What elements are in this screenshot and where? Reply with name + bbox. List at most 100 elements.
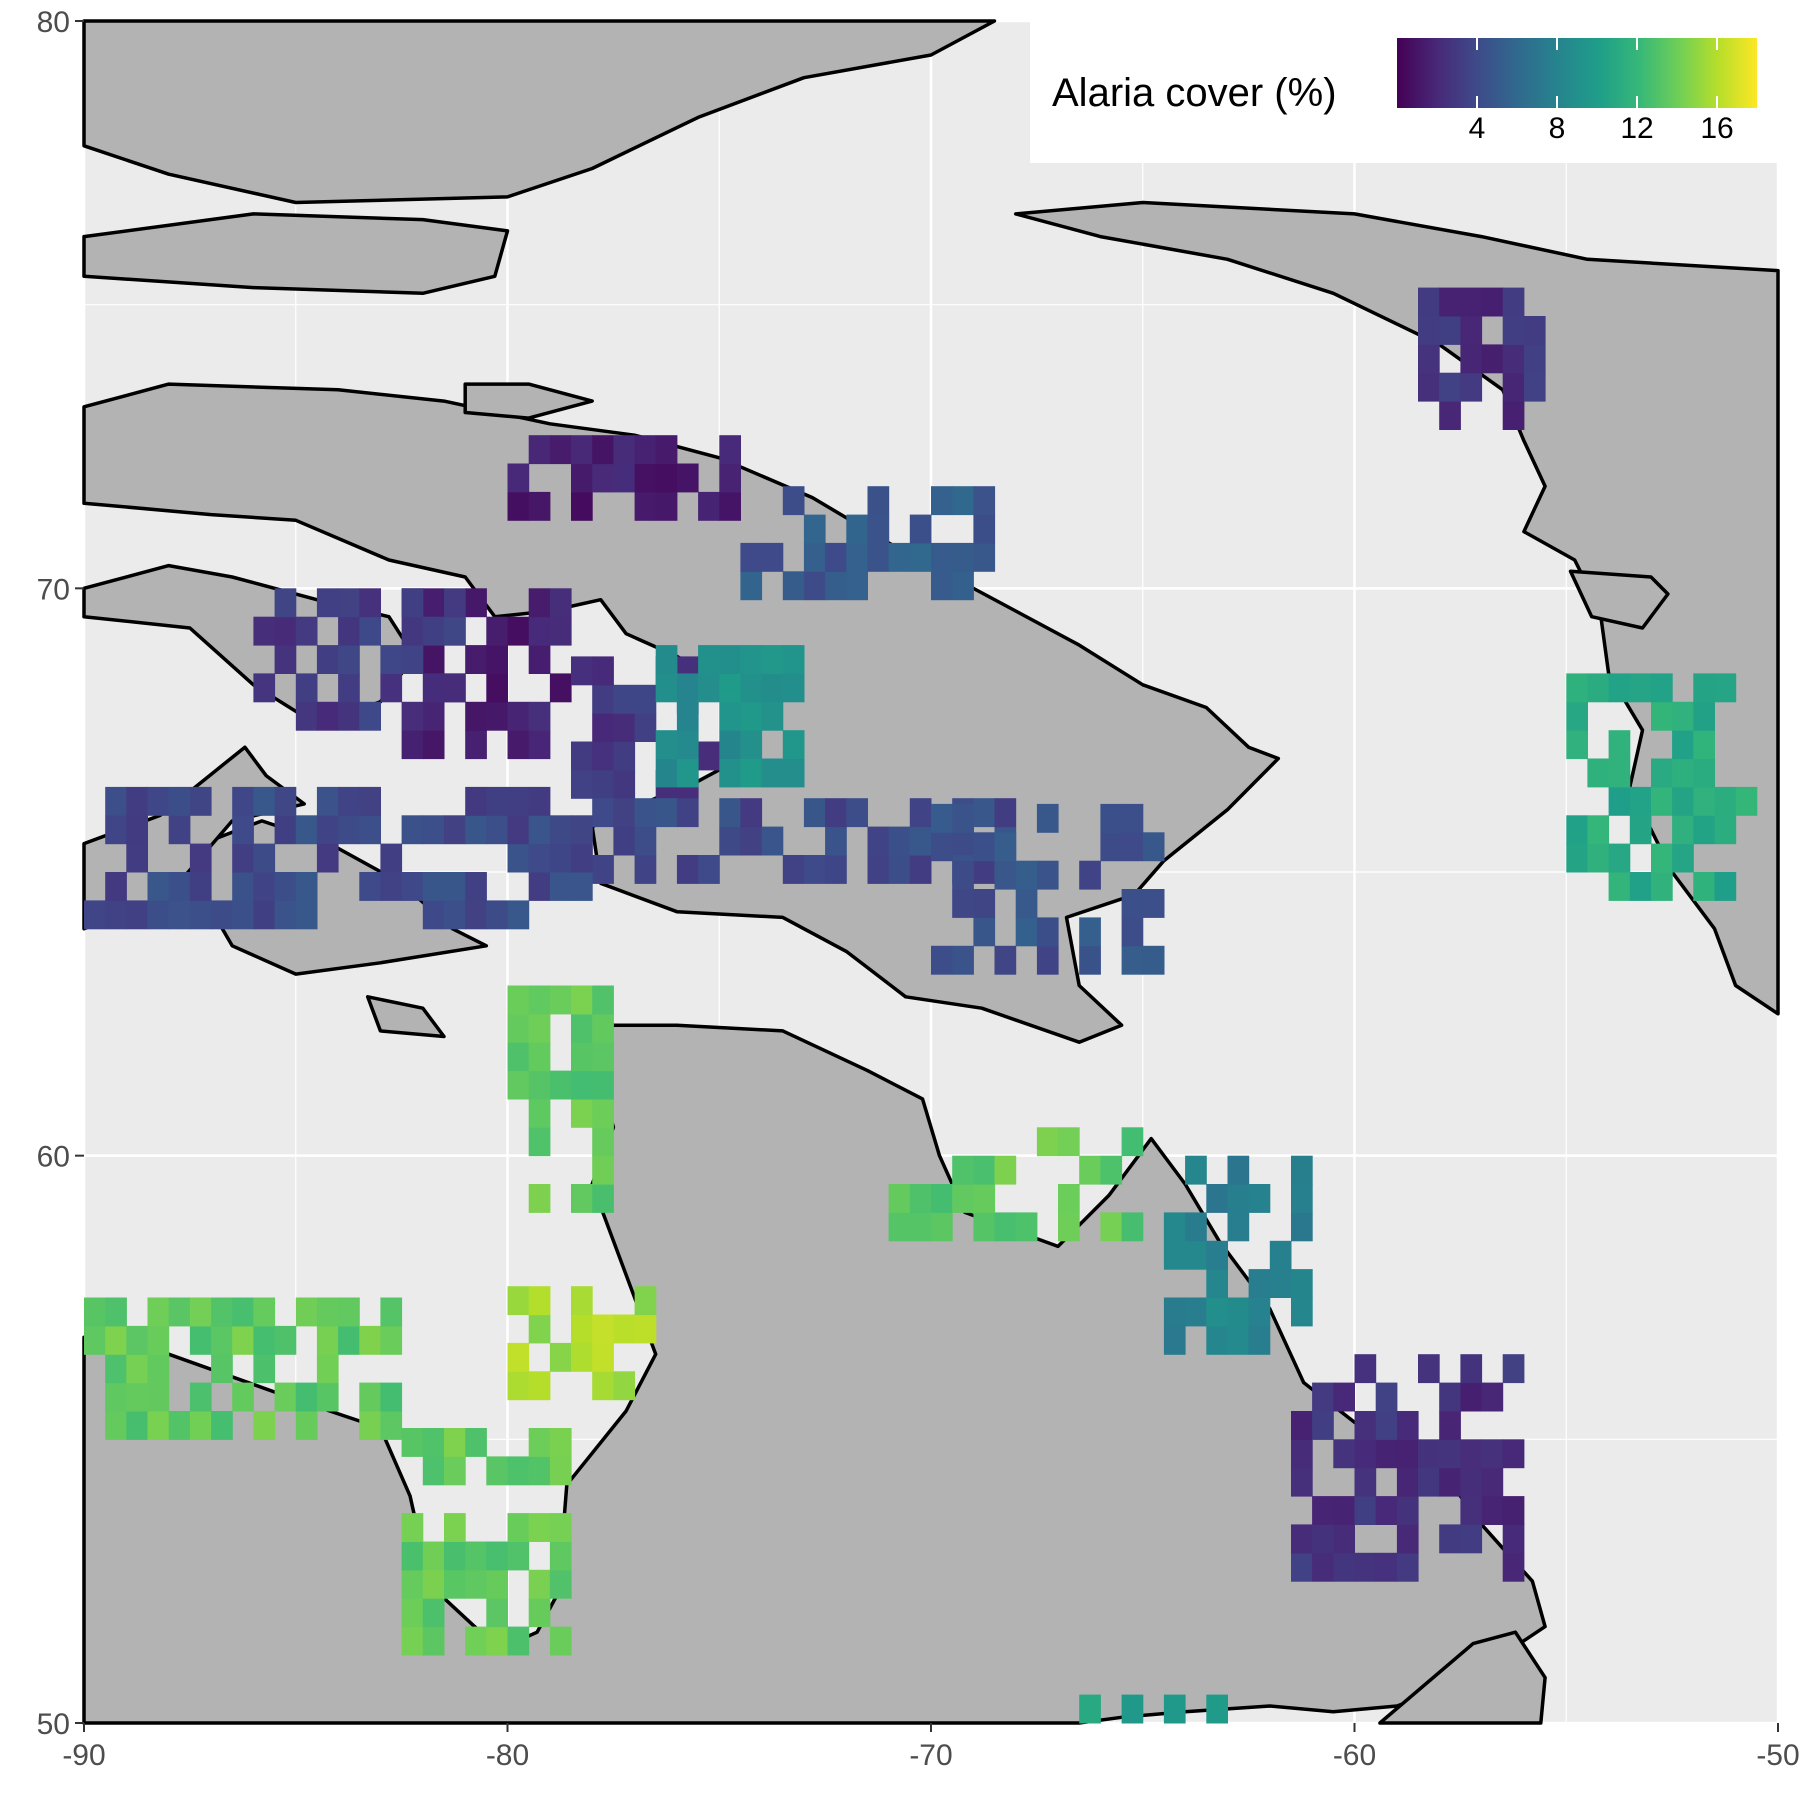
- cover-cell: [444, 588, 466, 618]
- cover-cell: [1439, 1411, 1461, 1440]
- cover-cell: [1036, 917, 1059, 947]
- cover-cell: [719, 730, 741, 760]
- cover-cell: [549, 1569, 572, 1599]
- cover-cell: [274, 1382, 297, 1412]
- y-tick-label: 60: [37, 1141, 70, 1174]
- cover-cell: [952, 542, 974, 572]
- cover-cell: [380, 1382, 403, 1412]
- cover-cell: [782, 571, 805, 601]
- cover-cell: [422, 701, 445, 731]
- cover-cell: [507, 1286, 530, 1316]
- cover-cell: [1227, 1297, 1250, 1327]
- cover-cell: [952, 889, 974, 918]
- cover-cell: [931, 1212, 953, 1242]
- cover-cell: [486, 701, 508, 731]
- cover-cell: [549, 1513, 572, 1542]
- cover-cell: [592, 1013, 614, 1043]
- cover-cell: [782, 645, 805, 674]
- cover-cell: [359, 1325, 381, 1355]
- cover-cell: [105, 815, 127, 845]
- cover-cell: [1714, 673, 1737, 703]
- cover-cell: [1672, 843, 1694, 873]
- cover-cell: [359, 872, 381, 901]
- cover-cell: [1227, 1212, 1250, 1242]
- cover-cell: [380, 1411, 403, 1440]
- cover-cell: [655, 758, 678, 788]
- cover-cell: [1079, 860, 1101, 890]
- legend: Alaria cover (%) 4 8 12 16: [1030, 21, 1778, 163]
- cover-cell: [486, 815, 508, 845]
- cover-cell: [465, 786, 487, 816]
- cover-cell: [401, 588, 424, 618]
- cover-cell: [761, 645, 784, 674]
- cover-cell: [507, 1541, 530, 1571]
- cover-cell: [1100, 1155, 1123, 1185]
- cover-cell: [1227, 1155, 1250, 1185]
- cover-cell: [592, 1371, 614, 1401]
- cover-cell: [719, 826, 741, 856]
- cover-cell: [1185, 1297, 1207, 1327]
- cover-cell: [465, 815, 487, 845]
- cover-cell: [1460, 1354, 1483, 1384]
- cover-cell: [1312, 1552, 1334, 1582]
- cover-cell: [84, 1297, 106, 1327]
- cover-cell: [316, 1354, 339, 1384]
- cover-cell: [825, 798, 847, 828]
- cover-cell: [613, 684, 636, 714]
- cover-cell: [528, 1286, 551, 1316]
- cover-cell: [592, 1342, 614, 1372]
- cover-cell: [571, 491, 593, 521]
- cover-cell: [1418, 1467, 1440, 1497]
- cover-cell: [1163, 1325, 1186, 1355]
- cover-cell: [465, 1541, 487, 1571]
- cover-cell: [1460, 344, 1483, 374]
- cover-cell: [1587, 758, 1610, 788]
- cover-cell: [973, 1184, 996, 1213]
- cover-cell: [1481, 1439, 1504, 1469]
- cover-cell: [189, 1325, 212, 1355]
- cover-cell: [126, 1325, 148, 1355]
- cover-cell: [549, 1541, 572, 1571]
- cover-cell: [719, 463, 741, 493]
- cover-cell: [973, 514, 996, 544]
- cover-cell: [274, 616, 297, 646]
- cover-cell: [1714, 872, 1737, 901]
- cover-cell: [105, 1354, 127, 1384]
- cover-cell: [994, 832, 1017, 862]
- cover-cell: [1651, 701, 1673, 731]
- cover-cell: [1291, 1467, 1313, 1497]
- cover-cell: [571, 1342, 593, 1372]
- cover-cell: [1354, 1411, 1377, 1440]
- cover-cell: [1121, 1212, 1144, 1242]
- cover-cell: [528, 1184, 551, 1213]
- cover-cell: [952, 826, 974, 856]
- cover-cell: [973, 542, 996, 572]
- cover-cell: [592, 769, 614, 799]
- cover-cell: [909, 1184, 932, 1213]
- cover-cell: [338, 701, 360, 731]
- cover-cell: [761, 542, 784, 572]
- bylot-island-land: [463, 382, 594, 420]
- cover-cell: [549, 1070, 572, 1100]
- cover-cell: [994, 798, 1017, 828]
- cover-cell: [867, 514, 890, 544]
- cover-cell: [1121, 832, 1144, 862]
- cover-cell: [549, 588, 572, 618]
- cover-cell: [1121, 1694, 1144, 1724]
- cover-cell: [1693, 730, 1715, 760]
- cover-cell: [1036, 945, 1059, 975]
- cover-cell: [274, 645, 297, 674]
- cover-cell: [295, 815, 318, 845]
- cover-cell: [84, 1325, 106, 1355]
- cover-cell: [422, 1569, 445, 1599]
- cover-cell: [1142, 889, 1165, 918]
- cover-cell: [444, 872, 466, 901]
- cover-cell: [1672, 786, 1694, 816]
- cover-cell: [232, 1297, 254, 1327]
- cover-cell: [613, 798, 636, 828]
- cover-cell: [655, 491, 678, 521]
- cover-cell: [1291, 1552, 1313, 1582]
- cover-cell: [444, 815, 466, 845]
- cover-cell: [105, 872, 127, 901]
- cover-cell: [316, 1297, 339, 1327]
